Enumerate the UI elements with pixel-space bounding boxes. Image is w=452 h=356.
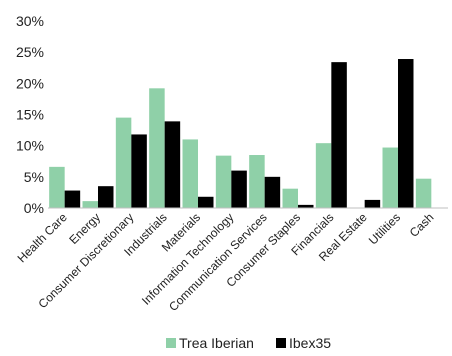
y-tick-label: 30% bbox=[16, 13, 44, 29]
legend-label: Ibex35 bbox=[289, 335, 331, 351]
bar bbox=[198, 196, 214, 208]
bar bbox=[115, 117, 132, 208]
bar bbox=[182, 139, 198, 208]
bar bbox=[64, 190, 81, 208]
y-tick-label: 5% bbox=[24, 169, 44, 185]
bar bbox=[131, 134, 147, 208]
bar bbox=[82, 201, 98, 208]
bar bbox=[98, 186, 114, 208]
bar bbox=[164, 121, 181, 208]
legend-swatch bbox=[166, 338, 176, 348]
bar bbox=[282, 188, 298, 208]
x-category-label: Utilities bbox=[366, 210, 403, 247]
bar bbox=[382, 147, 398, 208]
bar bbox=[49, 166, 65, 208]
x-category-label: Health Care bbox=[15, 210, 70, 265]
legend-swatch bbox=[276, 338, 286, 348]
y-tick-label: 15% bbox=[16, 107, 44, 123]
bar bbox=[415, 178, 432, 208]
bar bbox=[298, 204, 314, 208]
y-tick-label: 10% bbox=[16, 138, 44, 154]
bar bbox=[264, 176, 281, 208]
legend-label: Trea Iberian bbox=[179, 335, 254, 351]
y-tick-label: 0% bbox=[24, 200, 44, 216]
bar bbox=[398, 59, 414, 208]
x-category-label: Cash bbox=[407, 210, 437, 240]
y-tick-label: 25% bbox=[16, 44, 44, 60]
bar bbox=[215, 155, 232, 208]
bar bbox=[231, 170, 247, 208]
bar bbox=[249, 155, 265, 208]
bar bbox=[315, 143, 332, 208]
bar bbox=[364, 199, 381, 208]
bar bbox=[331, 62, 347, 208]
bar bbox=[149, 88, 165, 208]
y-tick-label: 20% bbox=[16, 75, 44, 91]
